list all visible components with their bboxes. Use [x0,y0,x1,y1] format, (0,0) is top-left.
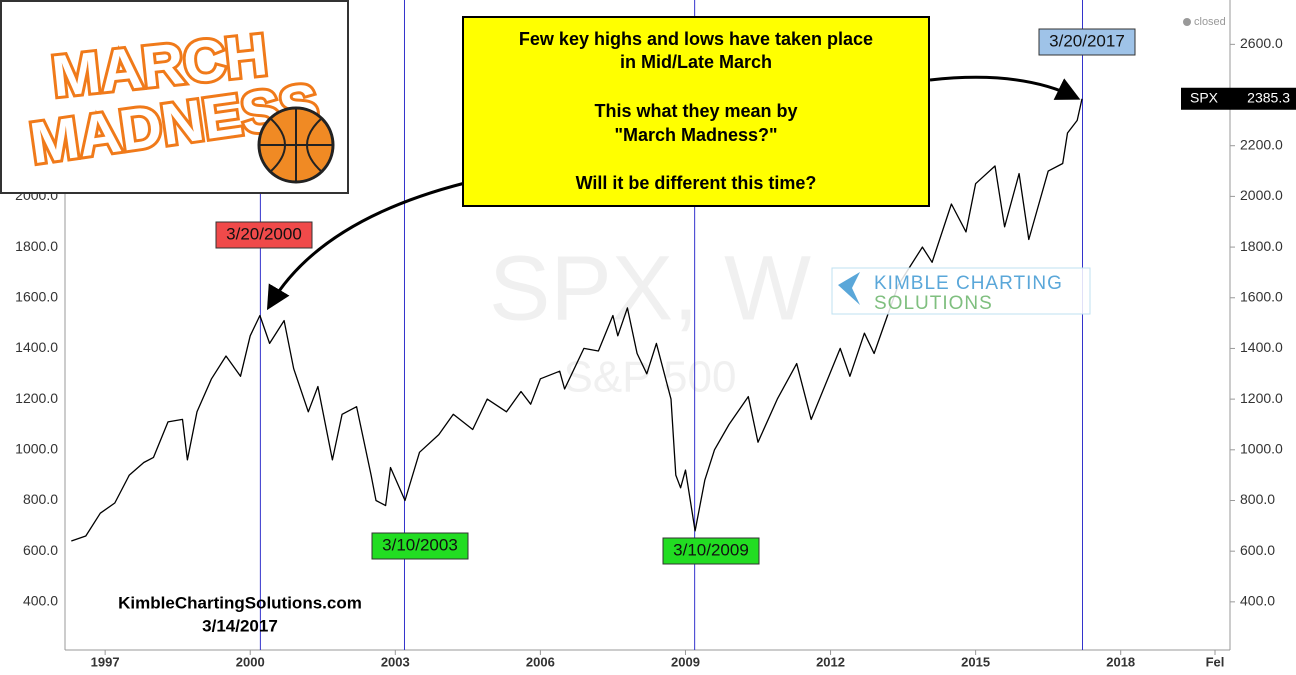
event-label-bg [662,537,760,565]
callout-box [462,16,930,207]
y-tick-label: 2600.0 [1240,35,1283,51]
y-tick-label: 1200.0 [15,390,58,406]
y-tick-label: 1600.0 [1240,288,1283,304]
credit: 3/14/2017 [202,616,278,635]
under-layer: SPX, W S&P 500 400.0 400.0 600.0 600.0 800.0 80… [15,0,1283,669]
y-tick-label: 400.0 [1240,593,1275,609]
y-tick-label: 800.0 [23,491,58,507]
event-label-bg [1038,28,1136,56]
y-tick-label: 1400.0 [15,339,58,355]
y-tick-label: 600.0 [1240,542,1275,558]
arrow [929,75,1081,100]
y-tick-label: 1600.0 [15,288,58,304]
callout-text: "March Madness?" [614,125,777,145]
over-layer: SPX 2385.3 closed 3/20/2000 3/10/2003 3/10/20… [0,0,1296,635]
y-tick-label: 1800.0 [15,238,58,254]
x-tick-label: 2015 [961,654,990,669]
y-tick-label: 400.0 [23,593,58,609]
callout-text: Few key highs and lows have taken place [519,29,873,49]
event-label: 3/10/2009 [673,540,749,559]
y-tick-label: 1800.0 [1240,238,1283,254]
y-tick-label: 2000.0 [1240,187,1283,203]
event-label: 3/20/2017 [1049,31,1125,50]
price-tag-value: 2385.3 [1247,89,1290,105]
event-label-bg [371,532,469,560]
price-tag-bg [1181,87,1296,110]
main-layer [71,98,1083,542]
x-tick-label: 2006 [526,654,555,669]
watermark: SPX, W [489,237,811,339]
x-tick-label: 2018 [1106,654,1135,669]
x-tick-label: Fel [1206,654,1225,669]
brand-text: KIMBLE CHARTING [874,273,1063,294]
y-tick-label: 1200.0 [1240,390,1283,406]
x-tick-label: 2003 [381,654,410,669]
callout-text: in Mid/Late March [620,52,772,72]
x-tick-label: 2009 [671,654,700,669]
brand-icon [838,272,860,305]
y-tick-label: 800.0 [1240,491,1275,507]
callout-text: This what they mean by [594,101,797,121]
watermark: S&P 500 [564,353,737,402]
y-tick-label: 1000.0 [1240,441,1283,457]
event-label: 3/20/2000 [226,224,302,243]
price-tag-name: SPX [1190,89,1219,105]
brand-box [831,267,1091,315]
y-tick-label: 1400.0 [1240,339,1283,355]
arrow [266,181,466,311]
basketball-seam [259,108,333,182]
event-label-bg [215,221,313,249]
y-tick-label: 600.0 [23,542,58,558]
price-line [71,98,1083,542]
y-tick-label: 1000.0 [15,441,58,457]
x-tick-label: 2012 [816,654,845,669]
credit: KimbleChartingSolutions.com [118,593,362,612]
brand-text: SOLUTIONS [874,293,993,314]
status: closed [1194,16,1226,28]
callout-text: Will it be different this time? [576,173,817,193]
x-tick-label: 1997 [91,654,120,669]
status-dot [1183,18,1191,26]
event-label: 3/10/2003 [382,535,458,554]
x-tick-label: 2000 [236,654,265,669]
y-tick-label: 2200.0 [1240,136,1283,152]
